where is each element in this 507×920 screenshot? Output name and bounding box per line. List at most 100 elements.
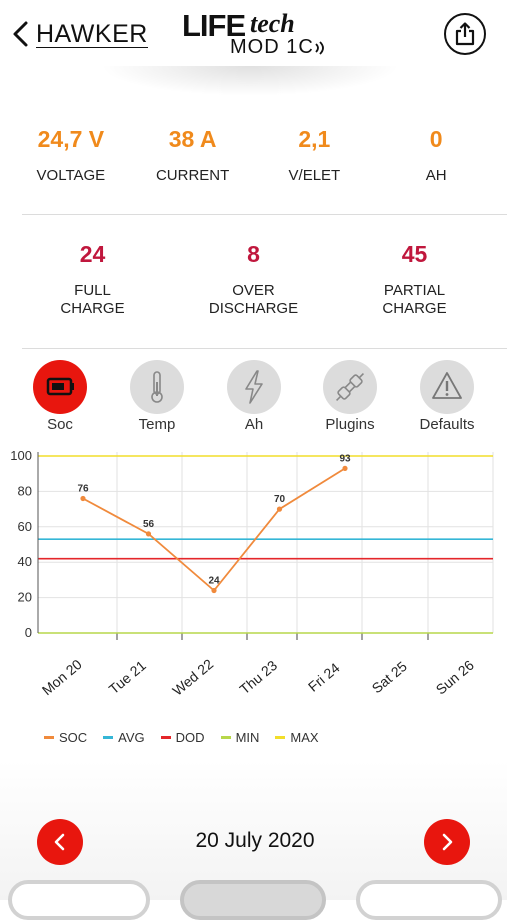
counter-label: PARTIAL CHARGE xyxy=(382,282,447,317)
soc-data-label: 56 xyxy=(143,519,155,530)
soc-chart: 0 20 40 60 80 100 76 56 24 70 93 Mon 20 Tue 21 Wed 22… xyxy=(10,448,494,699)
legend-swatch xyxy=(160,736,171,739)
stat-label: CURRENT xyxy=(155,167,230,184)
soc-data-point xyxy=(276,506,283,512)
share-icon xyxy=(455,22,475,46)
stat-label: V/ELET xyxy=(288,167,341,184)
legend-item-min: MIN xyxy=(220,730,259,745)
tab-label: Plugins xyxy=(325,416,375,433)
legend-item-soc: SOC xyxy=(44,730,87,745)
counter-value: 45 xyxy=(401,241,428,267)
legend-item-avg: AVG xyxy=(103,730,145,745)
stat-ah: 0 AH xyxy=(375,126,497,184)
chevron-left-icon xyxy=(54,833,65,851)
soc-data-label: 24 xyxy=(208,576,220,587)
counter-value: 24 xyxy=(79,241,106,267)
legend-swatch xyxy=(103,736,114,739)
counter-full-charge: 24 FULL CHARGE xyxy=(12,241,173,318)
counter-partial-charge: 45 PARTIAL CHARGE xyxy=(334,241,495,318)
stat-label: AH xyxy=(425,167,447,184)
next-day-button[interactable] xyxy=(424,819,470,865)
tab-label: Ah xyxy=(244,416,264,433)
warning-icon xyxy=(432,372,462,399)
previous-day-button[interactable] xyxy=(37,819,83,865)
signal-icon xyxy=(315,41,324,55)
x-tick-label: Wed 22 xyxy=(169,655,216,698)
x-tick-label: Sun 26 xyxy=(433,657,477,698)
stat-value: 2,1 xyxy=(298,126,331,152)
bottom-tab-left[interactable] xyxy=(8,880,150,920)
battery-stats: 24,7 V VOLTAGE 38 A CURRENT 2,1 V/ELET 0… xyxy=(0,126,507,184)
back-button[interactable]: HAWKER xyxy=(8,14,148,54)
chevron-left-icon xyxy=(13,21,28,47)
legend-swatch xyxy=(44,736,54,739)
soc-data-point xyxy=(211,587,217,594)
tab-soc[interactable]: Soc xyxy=(20,360,100,433)
stat-label: VOLTAGE xyxy=(36,167,106,184)
divider xyxy=(22,348,507,349)
counter-label: FULL CHARGE xyxy=(60,282,125,317)
y-tick-label: 0 xyxy=(25,625,32,640)
counter-over-discharge: 8 OVER DISCHARGE xyxy=(173,241,334,318)
lifetech-logo: LIFE tech MOD 1C xyxy=(182,8,332,60)
soc-data-point xyxy=(145,531,152,537)
back-label: HAWKER xyxy=(36,19,148,48)
charge-counters: 24 FULL CHARGE 8 OVER DISCHARGE 45 PARTI… xyxy=(0,241,507,318)
tab-icon-circle xyxy=(323,360,377,414)
soc-data-label: 93 xyxy=(339,453,351,464)
stat-v-elet: 2,1 V/ELET xyxy=(254,126,376,184)
stat-value: 0 xyxy=(429,126,443,152)
stat-voltage: 24,7 V VOLTAGE xyxy=(10,126,132,184)
bottom-tab-middle[interactable] xyxy=(180,880,326,920)
stat-current: 38 A CURRENT xyxy=(132,126,254,184)
plug-icon xyxy=(335,372,365,402)
tab-icon-circle xyxy=(130,360,184,414)
tab-temp[interactable]: Temp xyxy=(117,360,197,433)
header-shadow xyxy=(100,66,400,96)
chart-tabs: Soc Temp Ah xyxy=(0,360,507,433)
battery-icon xyxy=(46,377,74,396)
tab-icon-circle xyxy=(420,360,474,414)
tab-icon-circle xyxy=(33,360,87,414)
share-button[interactable] xyxy=(444,13,486,55)
tab-plugins[interactable]: Plugins xyxy=(310,360,390,433)
x-tick-label: Sat 25 xyxy=(369,658,410,696)
chevron-right-icon xyxy=(442,833,453,851)
current-date: 20 July 2020 xyxy=(195,829,315,852)
chart-legend: SOC AVG DOD MIN MAX xyxy=(44,730,319,745)
x-tick-label: Thu 23 xyxy=(236,657,280,697)
x-tick-label: Tue 21 xyxy=(106,657,149,697)
soc-data-point xyxy=(342,465,348,471)
header: HAWKER LIFE tech MOD 1C xyxy=(0,0,507,68)
soc-data-point xyxy=(80,495,86,502)
tab-label: Defaults xyxy=(419,416,475,433)
y-tick-label: 20 xyxy=(18,590,32,605)
stat-value: 38 A xyxy=(168,126,217,152)
stat-value: 24,7 V xyxy=(37,126,105,152)
lightning-icon xyxy=(245,370,263,404)
y-tick-label: 60 xyxy=(18,519,32,534)
soc-series-line xyxy=(82,467,346,592)
tab-icon-circle xyxy=(227,360,281,414)
y-tick-label: 40 xyxy=(18,554,32,569)
footer xyxy=(0,760,507,900)
counter-value: 8 xyxy=(247,241,260,267)
tab-label: Soc xyxy=(47,416,73,433)
x-tick-label: Mon 20 xyxy=(39,656,85,698)
soc-data-label: 70 xyxy=(274,494,286,505)
tab-ah[interactable]: Ah xyxy=(214,360,294,433)
y-tick-label: 80 xyxy=(18,483,32,498)
tab-label: Temp xyxy=(138,416,176,433)
x-tick-label: Fri 24 xyxy=(305,659,343,694)
legend-swatch xyxy=(220,736,231,739)
legend-item-max: MAX xyxy=(275,730,319,745)
thermometer-icon xyxy=(151,371,163,403)
legend-item-dod: DOD xyxy=(160,730,205,745)
counter-label: OVER DISCHARGE xyxy=(208,282,299,317)
bottom-tab-right[interactable] xyxy=(356,880,502,920)
y-tick-label: 100 xyxy=(10,448,32,463)
soc-data-label: 76 xyxy=(77,483,89,494)
tab-defaults[interactable]: Defaults xyxy=(407,360,487,433)
legend-swatch xyxy=(275,736,286,739)
divider xyxy=(22,214,507,215)
